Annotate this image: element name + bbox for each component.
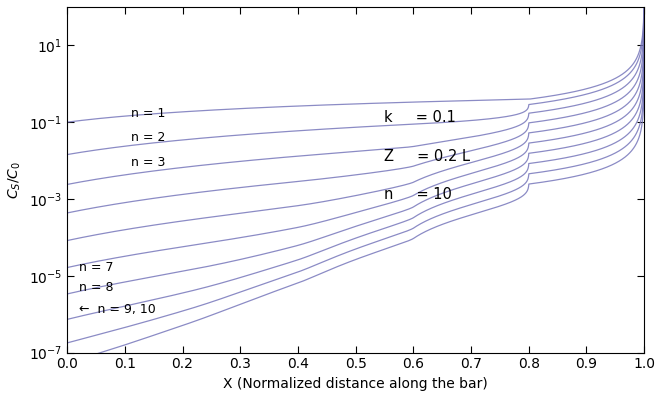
Text: n     = 10: n = 10: [385, 187, 452, 202]
Text: n = 7: n = 7: [79, 261, 113, 275]
Text: n = 1: n = 1: [130, 107, 165, 119]
Text: k     = 0.1: k = 0.1: [385, 110, 456, 125]
X-axis label: X (Normalized distance along the bar): X (Normalized distance along the bar): [223, 377, 488, 391]
Text: n = 3: n = 3: [130, 156, 165, 169]
Y-axis label: $C_S/C_0$: $C_S/C_0$: [7, 161, 23, 199]
Text: Z     = 0.2 L: Z = 0.2 L: [385, 148, 471, 164]
Text: ←  n = 9, 10: ← n = 9, 10: [79, 302, 156, 316]
Text: n = 2: n = 2: [130, 131, 165, 144]
Text: n = 8: n = 8: [79, 281, 113, 294]
